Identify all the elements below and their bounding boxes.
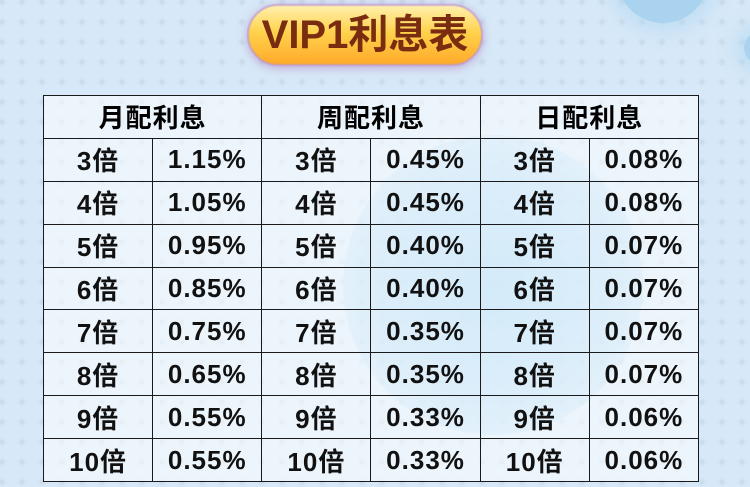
svg-text:VIP1利息表: VIP1利息表	[262, 13, 469, 57]
